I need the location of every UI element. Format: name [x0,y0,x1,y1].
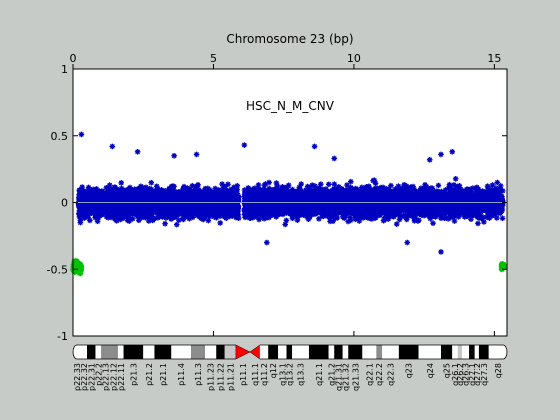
data-point [452,176,459,182]
data-point [266,179,272,186]
data-point [226,203,232,209]
data-point [113,193,119,200]
chart-title: Chromosome 23 (bp) [226,32,353,46]
data-point [80,212,87,219]
data-point [217,220,224,226]
chart-annotation: HSC_N_M_CNV [246,99,335,113]
data-point [207,195,214,202]
data-point [150,209,157,216]
data-point [232,200,238,207]
data-point [283,217,290,224]
data-point [325,181,332,188]
data-point [298,181,304,187]
data-point [234,182,241,189]
data-point [162,220,168,227]
data-point [195,181,201,188]
data-point [201,207,208,213]
data-point [181,203,188,209]
data-point [81,206,88,212]
data-point [100,190,107,196]
data-point [113,198,119,205]
data-point [139,191,145,198]
